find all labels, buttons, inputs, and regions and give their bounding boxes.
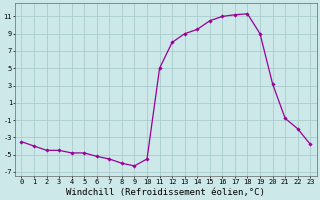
X-axis label: Windchill (Refroidissement éolien,°C): Windchill (Refroidissement éolien,°C) [67,188,265,197]
